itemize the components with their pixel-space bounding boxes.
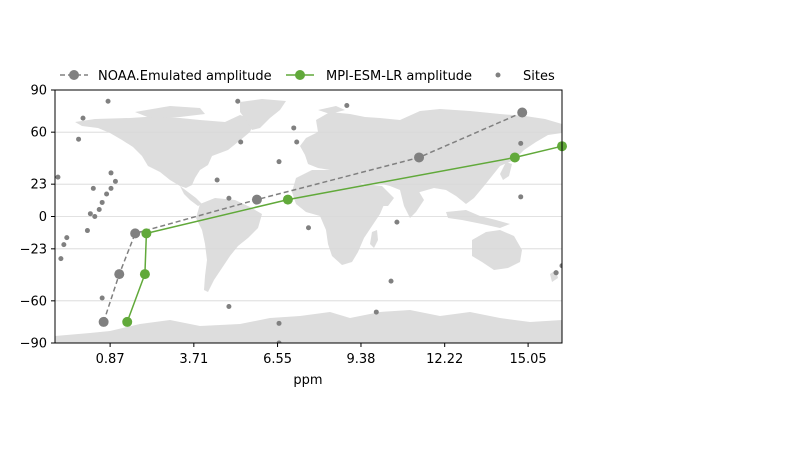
japan-landmass xyxy=(500,162,512,180)
eurasia-landmass xyxy=(300,109,562,204)
legend-label: Sites xyxy=(523,69,555,84)
legend-marker xyxy=(495,72,501,78)
arabia-landmass xyxy=(364,184,394,206)
site-point xyxy=(84,228,90,234)
site-point xyxy=(108,185,114,191)
svalbard-landmass xyxy=(318,106,345,114)
site-point xyxy=(388,278,394,284)
legend-marker xyxy=(69,70,79,80)
y-tick-label: 90 xyxy=(30,84,47,99)
site-point xyxy=(373,309,379,315)
site-point xyxy=(92,214,98,219)
south-america-landmass xyxy=(196,198,262,292)
legend: NOAA.Emulated amplitude MPI-ESM-LR amplit… xyxy=(60,69,555,84)
series-marker xyxy=(122,316,133,327)
series-line xyxy=(102,111,523,323)
x-tick-label: 12.22 xyxy=(426,352,463,367)
site-point xyxy=(80,115,86,121)
series-marker xyxy=(251,194,262,205)
arctic-islands-landmass xyxy=(135,106,205,118)
site-point xyxy=(55,174,61,180)
central-america-landmass xyxy=(180,186,202,206)
madagascar-landmass xyxy=(370,230,378,248)
site-point xyxy=(112,178,118,184)
y-tick-label: 60 xyxy=(30,126,47,141)
series-marker xyxy=(509,152,520,163)
y-tick-label: −23 xyxy=(20,242,47,257)
site-point xyxy=(61,242,67,248)
site-point xyxy=(104,191,110,197)
site-point xyxy=(64,235,70,241)
site-point xyxy=(294,139,300,145)
site-point xyxy=(226,195,232,201)
world-map-background xyxy=(55,99,562,343)
australia-landmass xyxy=(472,230,522,270)
site-point xyxy=(96,206,102,212)
site-point xyxy=(58,256,64,262)
y-tick-label: −60 xyxy=(20,294,47,309)
x-tick-label: 9.38 xyxy=(346,352,375,367)
site-point xyxy=(235,98,241,104)
site-point xyxy=(291,125,297,131)
site-point xyxy=(306,225,311,231)
series-line xyxy=(126,145,563,323)
site-point xyxy=(559,263,562,269)
y-tick-label: 0 xyxy=(39,210,47,225)
site-point xyxy=(518,194,524,200)
series-marker xyxy=(282,194,293,205)
legend-label: MPI-ESM-LR amplitude xyxy=(326,69,472,84)
site-point xyxy=(344,102,350,108)
indonesia-landmass xyxy=(446,210,510,228)
series-marker xyxy=(114,269,125,280)
site-point xyxy=(90,185,96,191)
x-tick-label: 15.05 xyxy=(509,352,546,367)
x-axis-ticks: 0.87 3.71 6.55 9.38 12.22 15.05 xyxy=(96,343,547,367)
x-tick-label: 6.55 xyxy=(263,352,292,367)
legend-label: NOAA.Emulated amplitude xyxy=(98,69,272,84)
series-lines xyxy=(98,107,567,327)
series-marker xyxy=(517,107,528,118)
india-landmass xyxy=(400,190,424,218)
site-point xyxy=(105,98,111,104)
site-point xyxy=(108,170,114,176)
x-tick-label: 0.87 xyxy=(96,352,125,367)
legend-marker xyxy=(295,70,305,80)
series-marker xyxy=(98,316,109,327)
sites-scatter xyxy=(55,98,562,343)
site-point xyxy=(276,340,282,343)
y-tick-label: 23 xyxy=(30,178,47,193)
y-tick-label: −90 xyxy=(20,337,47,352)
y-axis-ticks: 90 60 23 0 −23 −60 −90 xyxy=(20,84,55,352)
greenland-landmass xyxy=(240,99,286,130)
series-marker xyxy=(414,152,425,163)
site-point xyxy=(238,139,244,145)
horizontal-gridlines xyxy=(55,131,562,302)
site-point xyxy=(518,140,524,146)
site-point xyxy=(99,199,105,205)
site-point xyxy=(276,159,282,165)
x-tick-label: 3.71 xyxy=(179,352,208,367)
site-point xyxy=(226,303,232,309)
series-marker xyxy=(139,269,150,280)
site-point xyxy=(553,270,559,276)
antarctica-landmass xyxy=(55,310,562,343)
x-axis-label: ppm xyxy=(293,373,322,388)
series-marker xyxy=(130,228,141,239)
site-point xyxy=(394,219,400,225)
site-point xyxy=(87,211,93,217)
site-point xyxy=(276,320,282,326)
north-america-landmass xyxy=(75,115,255,188)
site-point xyxy=(214,177,220,183)
site-point xyxy=(76,136,82,142)
site-point xyxy=(99,295,105,301)
series-marker xyxy=(141,228,152,239)
